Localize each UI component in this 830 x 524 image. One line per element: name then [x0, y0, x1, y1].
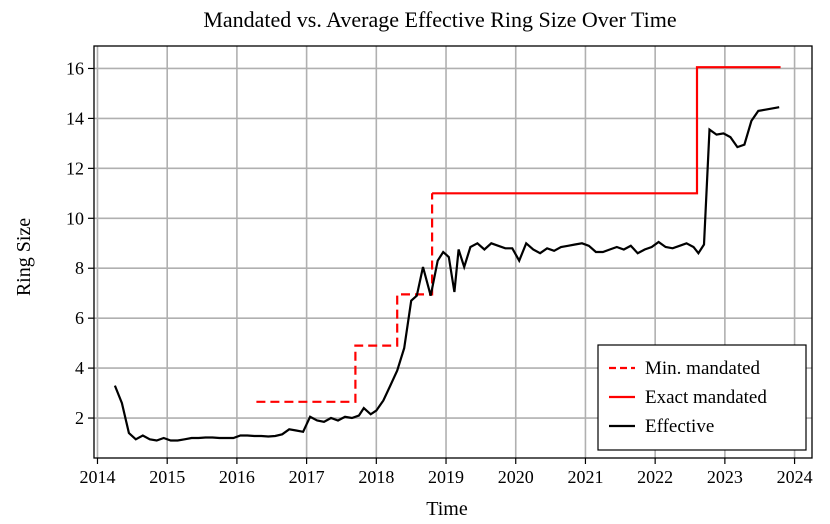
- y-tick-label: 4: [75, 358, 84, 378]
- x-tick-label: 2021: [567, 467, 603, 487]
- legend: Min. mandated Exact mandated Effective: [597, 344, 807, 451]
- y-tick-label: 14: [66, 108, 84, 128]
- x-tick-label: 2022: [637, 467, 673, 487]
- x-tick-label: 2019: [428, 467, 464, 487]
- legend-min-mandated-label: Min. mandated: [645, 358, 761, 379]
- y-tick-label: 12: [66, 158, 84, 178]
- y-axis-ticks: 2 4 6 8 10 12 14 16: [66, 58, 94, 428]
- x-tick-label: 2020: [498, 467, 534, 487]
- effective-line: [113, 106, 780, 442]
- x-tick-label: 2017: [289, 467, 325, 487]
- x-axis-ticks: 2014 2015 2016 2017 2018 2019 2020 2021 2022 2023…: [79, 458, 813, 487]
- x-tick-label: 2016: [219, 467, 255, 487]
- y-tick-label: 8: [75, 258, 84, 278]
- x-tick-label: 2024: [777, 467, 813, 487]
- x-tick-label: 2018: [358, 467, 394, 487]
- x-axis-label: Time: [426, 498, 468, 520]
- y-tick-label: 6: [75, 308, 84, 328]
- y-axis-label: Ring Size: [13, 218, 35, 296]
- y-tick-label: 2: [75, 408, 84, 428]
- legend-exact-mandated-label: Exact mandated: [645, 387, 767, 408]
- legend-effective-label: Effective: [645, 416, 714, 437]
- x-tick-label: 2014: [79, 467, 115, 487]
- y-tick-label: 16: [66, 58, 84, 78]
- y-tick-label: 10: [66, 208, 84, 228]
- x-tick-label: 2023: [707, 467, 743, 487]
- series-layer: [113, 66, 781, 442]
- plot-frame: [93, 45, 813, 459]
- chart-title: Mandated vs. Average Effective Ring Size…: [203, 7, 676, 32]
- min-mandated-line: [256, 193, 434, 403]
- x-tick-label: 2015: [149, 467, 185, 487]
- exact-mandated-line: [432, 66, 781, 195]
